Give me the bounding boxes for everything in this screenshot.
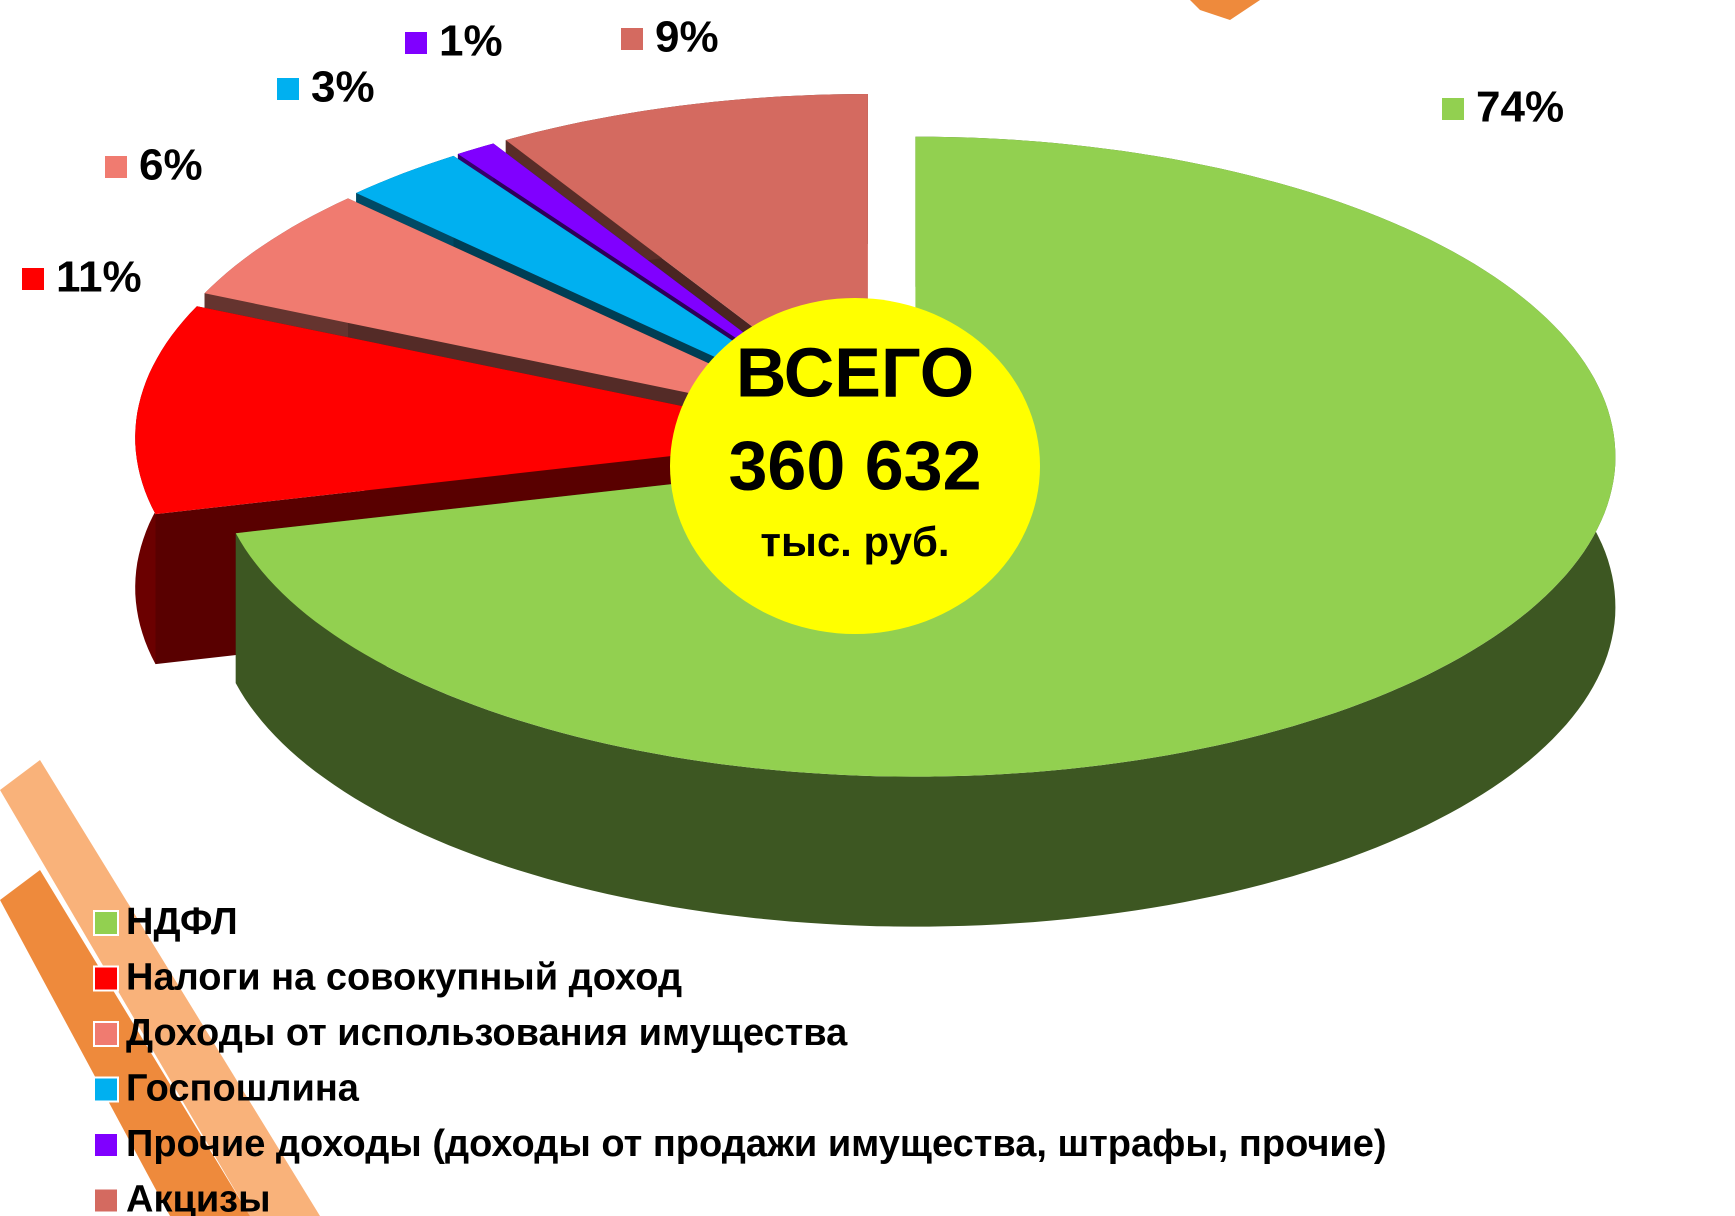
label-swatch	[105, 156, 127, 178]
data-label: 11%	[56, 253, 142, 302]
data-label: 74%	[1476, 83, 1564, 132]
legend-swatch	[93, 1021, 119, 1047]
legend-swatch	[93, 1076, 119, 1103]
legend-label: НДФЛ	[126, 901, 238, 943]
label-swatch	[277, 78, 299, 100]
legend-label: Акцизы	[126, 1179, 271, 1216]
legend-label: Госпошлина	[126, 1068, 360, 1110]
data-label: 1%	[439, 17, 503, 66]
legend-swatch	[93, 965, 119, 992]
label-swatch	[621, 28, 643, 50]
decoration	[0, 0, 1260, 1216]
legend: НДФЛ Налоги на совокупный доход Доходы от …	[93, 901, 1387, 1216]
center-text: 360 632	[728, 426, 981, 504]
data-label: 3%	[311, 63, 375, 112]
legend-label: Налоги на совокупный доход	[126, 957, 682, 999]
legend-label: Прочие доходы (доходы от продажи имущест…	[126, 1123, 1387, 1165]
legend-swatch	[93, 1132, 119, 1158]
legend-label: Доходы от использования имущества	[126, 1012, 848, 1054]
slice	[135, 306, 836, 515]
center-badge	[670, 298, 1040, 634]
label-swatch	[1442, 98, 1464, 120]
data-label: 6%	[139, 141, 203, 190]
data-label: 9%	[655, 13, 719, 62]
slice	[204, 198, 844, 425]
center-text: ВСЕГО	[736, 333, 974, 411]
labels: 74% 11% 6% 3% 1% 9%	[22, 13, 1564, 302]
label-swatch	[22, 268, 44, 290]
legend-swatch	[93, 1187, 119, 1214]
legend-swatch	[93, 910, 119, 936]
label-swatch	[405, 32, 427, 54]
center-text: тыс. руб.	[760, 518, 949, 565]
